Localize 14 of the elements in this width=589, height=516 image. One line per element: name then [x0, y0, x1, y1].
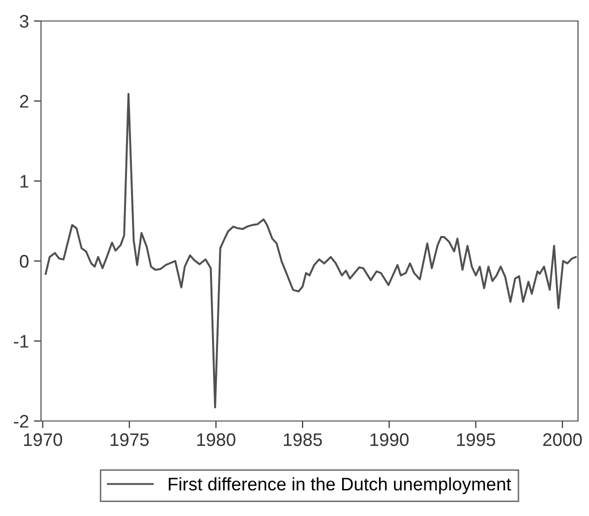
y-tick-label: 2	[20, 94, 28, 108]
x-tick-label: 1980	[197, 433, 236, 446]
x-tick-label: 1970	[24, 433, 62, 446]
x-tick-label: 1990	[370, 433, 409, 446]
y-tick-label: -1	[14, 335, 28, 348]
x-tick-label: 2000	[543, 433, 582, 446]
x-tick-label: 1995	[457, 433, 496, 446]
y-tick-label: 0	[20, 254, 28, 268]
y-tick-label: 3	[20, 14, 28, 28]
y-tick-label: 1	[20, 175, 28, 188]
y-tick-label: -2	[14, 414, 28, 428]
legend-label: First difference in the Dutch unemployment	[168, 477, 512, 494]
x-tick-label: 1975	[110, 433, 149, 446]
x-tick-label: 1985	[284, 433, 322, 446]
